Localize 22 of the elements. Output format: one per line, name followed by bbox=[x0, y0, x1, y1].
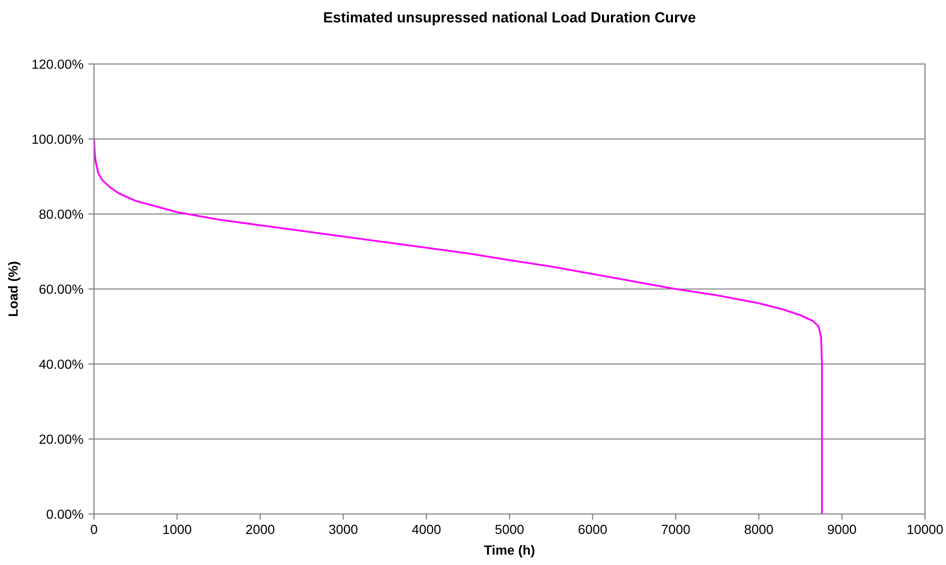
x-tick-label: 5000 bbox=[495, 524, 524, 534]
y-axis-title: Load (%) bbox=[8, 262, 20, 316]
x-tick-label: 2000 bbox=[246, 524, 274, 534]
x-tick-label: 1000 bbox=[163, 524, 192, 534]
chart-title: Estimated unsupressed national Load Duration Curve bbox=[324, 12, 696, 26]
x-tick-label: 3000 bbox=[329, 524, 358, 534]
x-tick-label: 9000 bbox=[828, 524, 856, 534]
y-tick-label: 20.00% bbox=[40, 434, 84, 444]
x-tick-label: 4000 bbox=[412, 524, 441, 534]
x-tick-label: 10000 bbox=[908, 524, 943, 534]
y-tick-label: 100.00% bbox=[32, 134, 84, 144]
y-tick-label: 80.00% bbox=[39, 210, 84, 219]
x-tick-label: 8000 bbox=[744, 524, 773, 534]
line-series bbox=[94, 138, 823, 514]
y-tick-label: 60.00% bbox=[40, 284, 84, 294]
y-tick-label: 40.00% bbox=[39, 360, 84, 369]
x-tick-label: 7000 bbox=[662, 524, 690, 534]
x-axis-title: Time (h) bbox=[484, 545, 534, 558]
x-tick-label: 0 bbox=[90, 524, 98, 534]
y-tick-label: 120.00% bbox=[32, 60, 84, 69]
x-tick-label: 6000 bbox=[578, 524, 607, 534]
y-tick-label: 0.00% bbox=[46, 510, 84, 519]
